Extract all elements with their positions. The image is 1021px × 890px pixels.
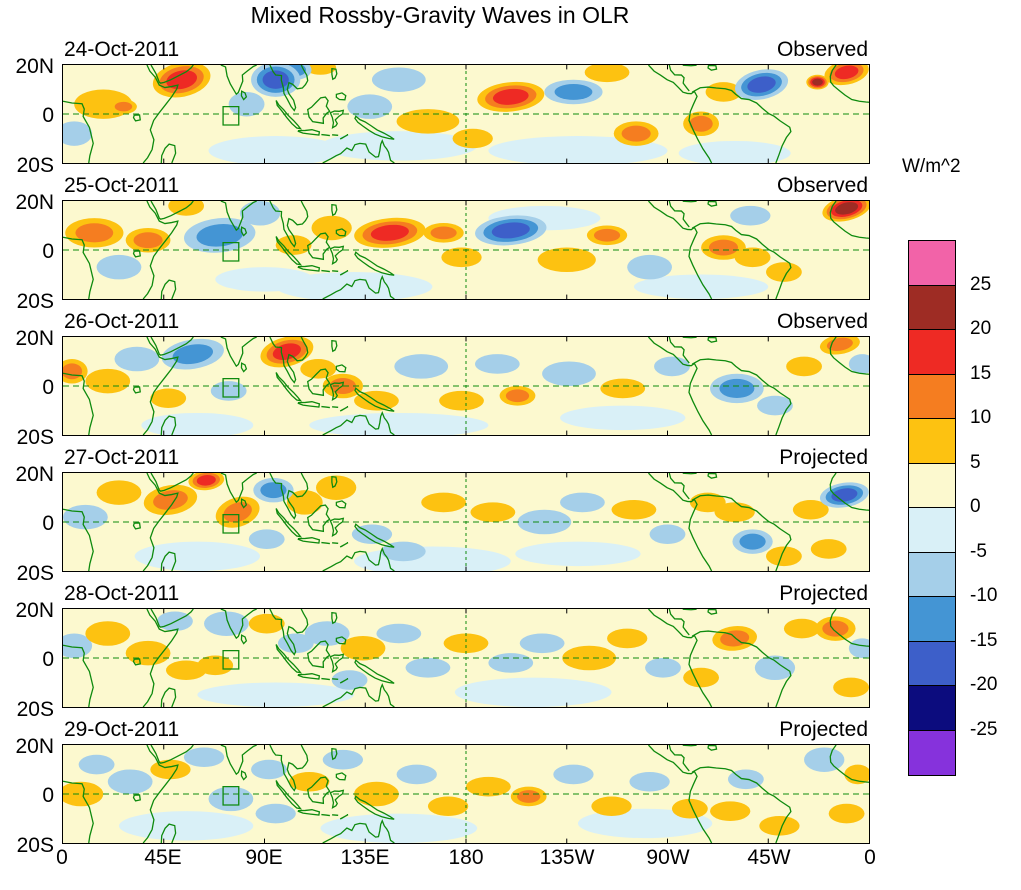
panel-header: 24-Oct-2011 Observed — [62, 34, 870, 62]
colorbar-cell — [909, 730, 955, 775]
y-tick-label: 20N — [15, 463, 54, 486]
y-tick-label: 20S — [16, 562, 54, 585]
y-tick-label: 20S — [16, 698, 54, 721]
colorbar-cell — [909, 463, 955, 508]
colorbar-boundary-label: -25 — [970, 718, 998, 740]
map-panel-block: 29-Oct-2011 Projected 20N 0 20S — [0, 708, 1021, 857]
colorbar-boundary-label: -20 — [970, 674, 998, 695]
x-tick-label: 180 — [448, 846, 484, 869]
panel-type-label: Projected — [779, 582, 868, 605]
panel-type-label: Observed — [776, 38, 868, 61]
colorbar-boundary-label: -5 — [970, 540, 987, 562]
map-panel — [62, 608, 870, 708]
colorbar-cell — [909, 508, 955, 553]
y-tick-label: 20N — [15, 735, 54, 758]
y-tick-label: 0 — [42, 376, 54, 399]
colorbar-boundary-label: 10 — [970, 407, 992, 428]
y-tick-label: 0 — [42, 240, 54, 263]
index-region-box — [223, 515, 239, 533]
y-tick-label: 0 — [42, 104, 54, 127]
y-tick-label: 0 — [42, 784, 54, 807]
chart-title: Mixed Rossby-Gravity Waves in OLR — [250, 2, 630, 28]
panel-date-label: 25-Oct-2011 — [64, 174, 180, 197]
map-panel — [62, 64, 870, 164]
x-axis: 0 45E 90E 135E 180 135W 90W 45W 0 — [0, 846, 1021, 869]
map-panel-block: 27-Oct-2011 Projected 20N 0 20S — [0, 436, 1021, 585]
colorbar-cell — [909, 419, 955, 464]
colorbar-cell — [909, 285, 955, 330]
x-tick-label: 90W — [646, 846, 690, 869]
y-tick-label: 20S — [16, 290, 54, 313]
y-tick-label: 20S — [16, 426, 54, 449]
y-tick-label: 20S — [16, 154, 54, 177]
y-tick-label: 20N — [15, 599, 54, 622]
panel-date-label: 29-Oct-2011 — [64, 718, 180, 741]
y-tick-label: 20N — [15, 327, 54, 350]
colorbar-boundary-label: -10 — [970, 585, 998, 606]
map-panel-block: 28-Oct-2011 Projected 20N 0 20S — [0, 572, 1021, 721]
panel-date-label: 26-Oct-2011 — [64, 310, 180, 333]
index-region-box — [223, 787, 239, 805]
colorbar-cell — [909, 686, 955, 731]
y-tick-label: 20S — [16, 834, 54, 857]
index-region-box — [223, 651, 239, 669]
panel-header: 28-Oct-2011 Projected — [62, 578, 870, 606]
colorbar-cell — [909, 641, 955, 686]
colorbar-cell — [909, 552, 955, 597]
x-tick-label: 135W — [539, 846, 595, 869]
y-tick-label: 0 — [42, 512, 54, 535]
map-panel-block: 25-Oct-2011 Observed 20N 0 20S — [0, 164, 1021, 313]
panel-header: 26-Oct-2011 Observed — [62, 306, 870, 334]
colorbar-boundary-label: -15 — [970, 629, 998, 651]
map-panel-block: 26-Oct-2011 Observed 20N 0 20S — [0, 300, 1021, 449]
colorbar-boundary-label: 15 — [970, 362, 992, 384]
colorbar-boundary-label: 20 — [970, 318, 992, 339]
x-tick-label: 45W — [747, 846, 791, 869]
map-panel — [62, 336, 870, 436]
x-tick-label: 0 — [56, 846, 68, 869]
colorbar-title: W/m^2 — [902, 156, 961, 177]
map-panel — [62, 200, 870, 300]
y-tick-label: 20N — [15, 191, 54, 214]
panel-date-label: 24-Oct-2011 — [64, 38, 180, 61]
map-panels-container: 24-Oct-2011 Observed 20N 0 20S 25-Oct-2011 Obs… — [0, 28, 1021, 857]
colorbar-boundary-label: 5 — [970, 451, 981, 473]
panel-header: 25-Oct-2011 Observed — [62, 170, 870, 198]
map-panel — [62, 472, 870, 572]
x-tick-label: 0 — [864, 846, 876, 869]
x-tick-label: 45E — [144, 846, 182, 869]
x-tick-label: 90E — [245, 846, 283, 869]
panel-type-label: Projected — [779, 446, 868, 469]
panel-type-label: Projected — [779, 718, 868, 741]
colorbar-cell — [909, 374, 955, 419]
y-tick-label: 0 — [42, 648, 54, 671]
index-region-box — [223, 379, 239, 397]
panel-type-label: Observed — [776, 174, 868, 197]
x-tick-label: 135E — [340, 846, 390, 869]
panel-header: 27-Oct-2011 Projected — [62, 442, 870, 470]
panel-date-label: 28-Oct-2011 — [64, 582, 180, 605]
colorbar-cell — [909, 597, 955, 642]
map-panel-block: 24-Oct-2011 Observed 20N 0 20S — [0, 28, 1021, 177]
colorbar-boundary-label: 0 — [970, 496, 981, 517]
panel-header: 29-Oct-2011 Projected — [62, 714, 870, 742]
map-panel — [62, 744, 870, 844]
panel-type-label: Observed — [776, 310, 868, 333]
colorbar-cell — [909, 330, 955, 375]
y-tick-label: 20N — [15, 55, 54, 78]
colorbar-cell — [909, 241, 955, 286]
index-region-box — [223, 243, 239, 261]
colorbar — [908, 240, 956, 776]
panel-date-label: 27-Oct-2011 — [64, 446, 180, 469]
index-region-box — [223, 107, 239, 125]
colorbar-boundary-label: 25 — [970, 273, 992, 295]
